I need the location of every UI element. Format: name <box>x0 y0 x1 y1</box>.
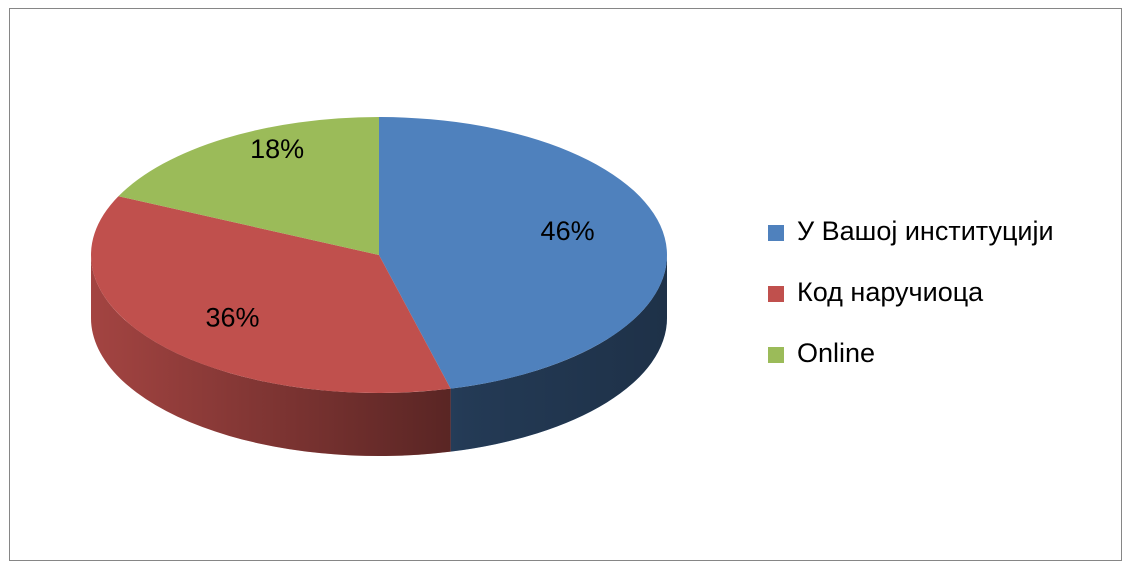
data-label: 46% <box>541 216 595 246</box>
legend-swatch <box>768 225 784 241</box>
legend-label: У Вашој институцији <box>797 216 1054 246</box>
legend-label: Online <box>797 338 875 368</box>
pie-slice <box>90 196 451 394</box>
data-label: 18% <box>250 134 304 164</box>
pie-slice <box>379 117 668 389</box>
pie-slice <box>118 117 380 255</box>
data-label: 36% <box>206 303 260 333</box>
legend-swatch <box>768 286 784 302</box>
legend-swatch <box>768 347 784 363</box>
pie-side-shade <box>91 255 451 456</box>
pie-side-shade <box>450 255 667 452</box>
legend-label: Код наручиоца <box>797 277 984 307</box>
